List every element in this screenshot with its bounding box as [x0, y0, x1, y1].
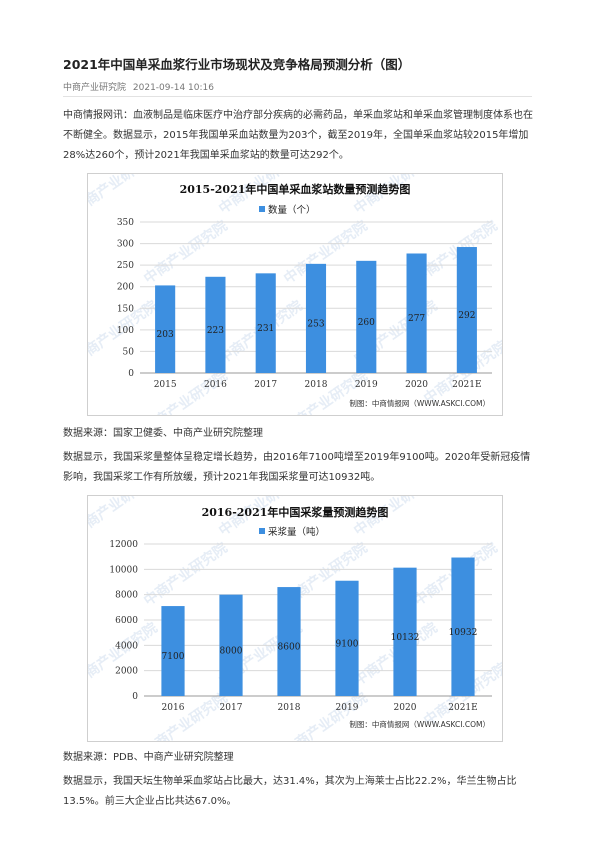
chart-plasma-volume: 中商产业研究院 中商产业研究院 中商产业研究院 中商产业研究院 中商产业研究院 中商产业研…: [87, 495, 503, 742]
y-tick-label: 100: [117, 326, 134, 336]
bar: [277, 587, 301, 696]
watermark-text: 中商产业研究院: [88, 496, 161, 539]
bar: [451, 557, 475, 696]
y-tick-label: 300: [117, 240, 134, 250]
watermark-text: 中商产业研究院: [141, 539, 231, 609]
x-tick-label: 2021E: [452, 380, 481, 390]
x-tick-label: 2015: [154, 380, 177, 390]
bar-value-label: 223: [207, 326, 224, 336]
watermark-text: 中商产业研究院: [141, 217, 231, 287]
bar-value-label: 9100: [336, 639, 359, 649]
y-tick-label: 150: [117, 304, 134, 314]
y-tick-label: 250: [117, 261, 134, 271]
y-tick-label: 10000: [109, 565, 138, 575]
bar-value-label: 8000: [220, 646, 243, 656]
x-tick-label: 2019: [355, 380, 378, 390]
source-note-2: 数据来源：PDB、中商产业研究院整理: [63, 752, 234, 763]
y-tick-label: 4000: [115, 641, 138, 651]
y-tick-label: 12000: [109, 540, 138, 550]
chart-title: 2016-2021年中国采浆量预测趋势图: [202, 505, 389, 519]
legend-swatch: [259, 206, 265, 212]
bar-value-label: 10132: [391, 633, 420, 643]
legend-label: 数量（个）: [268, 204, 316, 216]
x-tick-label: 2016: [162, 703, 185, 713]
bar: [335, 580, 359, 696]
bar: [406, 253, 427, 373]
y-tick-label: 50: [123, 347, 135, 357]
watermark-text: 中商产业研究院: [141, 689, 231, 741]
article-meta: 中商产业研究院 2021-09-14 10:16: [63, 80, 218, 93]
bar-value-label: 231: [257, 324, 274, 334]
bar: [161, 606, 185, 696]
bar: [393, 567, 417, 696]
x-tick-label: 2018: [278, 703, 301, 713]
bar-value-label: 253: [307, 319, 324, 329]
y-tick-label: 200: [117, 283, 134, 293]
bar-value-label: 10932: [449, 628, 478, 638]
bar-value-label: 203: [157, 330, 174, 340]
legend-swatch: [259, 528, 265, 534]
bar: [205, 276, 226, 373]
x-tick-label: 2016: [204, 380, 227, 390]
bar: [456, 247, 477, 373]
watermark-text: 中商产业研究院: [141, 367, 231, 415]
y-tick-label: 8000: [115, 591, 138, 601]
x-tick-label: 2020: [394, 703, 417, 713]
y-tick-label: 6000: [115, 616, 138, 626]
x-tick-label: 2021E: [448, 703, 477, 713]
y-tick-label: 2000: [115, 667, 138, 677]
source-note-1: 数据来源：国家卫健委、中商产业研究院整理: [63, 428, 263, 439]
chart-plasma-volume-svg: 中商产业研究院中商产业研究院中商产业研究院中商产业研究院中商产业研究院中商产业研…: [88, 496, 502, 741]
x-tick-label: 2017: [220, 703, 243, 713]
chart-plasma-stations-svg: 中商产业研究院中商产业研究院中商产业研究院中商产业研究院中商产业研究院中商产业研…: [88, 174, 502, 415]
x-tick-label: 2020: [405, 380, 428, 390]
chart-title: 2015-2021年中国单采血浆站数量预测趋势图: [180, 182, 411, 196]
paragraph-1: 中商情报网讯：血液制品是临床医疗中治疗部分疾病的必需药品，单采血浆站和单采血浆管…: [63, 110, 533, 161]
watermark-text: 中商产业研究院: [88, 619, 161, 689]
x-tick-label: 2018: [305, 380, 328, 390]
y-tick-label: 0: [128, 369, 134, 379]
bar-value-label: 7100: [162, 652, 185, 662]
article-title: 2021年中国单采血浆行业市场现状及竞争格局预测分析（图）: [63, 57, 411, 72]
y-tick-label: 350: [117, 218, 134, 228]
bar: [356, 260, 377, 373]
chart-plasma-stations: 中商产业研究院 中商产业研究院 中商产业研究院 中商产业研究院 中商产业研究院 中商产业研…: [87, 173, 503, 416]
y-tick-label: 0: [132, 692, 138, 702]
paragraph-2: 数据显示，我国采浆量整体呈稳定增长趋势，由2016年7100吨增至2019年91…: [63, 452, 531, 483]
bar: [305, 263, 327, 373]
bar-value-label: 260: [358, 318, 375, 328]
watermark-text: 中商产业研究院: [281, 689, 371, 741]
bar-value-label: 292: [458, 311, 475, 321]
bar-value-label: 8600: [278, 643, 301, 653]
article-source[interactable]: 中商产业研究院: [63, 83, 127, 93]
chart-credit: 制图：中商情报网（WWW.ASKCI.COM）: [349, 719, 490, 729]
legend-label: 采浆量（吨）: [268, 526, 325, 538]
bar: [219, 594, 243, 696]
bar-value-label: 277: [408, 314, 425, 324]
chart-credit: 制图：中商情报网（WWW.ASKCI.COM）: [349, 398, 490, 408]
article-date: 2021-09-14 10:16: [132, 83, 214, 93]
title-divider: [63, 96, 532, 97]
bar: [155, 285, 176, 373]
x-tick-label: 2019: [336, 703, 359, 713]
paragraph-3: 数据显示，我国天坛生物单采血浆站占比最大，达31.4%，其次为上海莱士占比22.…: [63, 776, 517, 807]
x-tick-label: 2017: [254, 380, 277, 390]
watermark-text: 中商产业研究院: [88, 174, 161, 217]
bar: [255, 273, 276, 373]
